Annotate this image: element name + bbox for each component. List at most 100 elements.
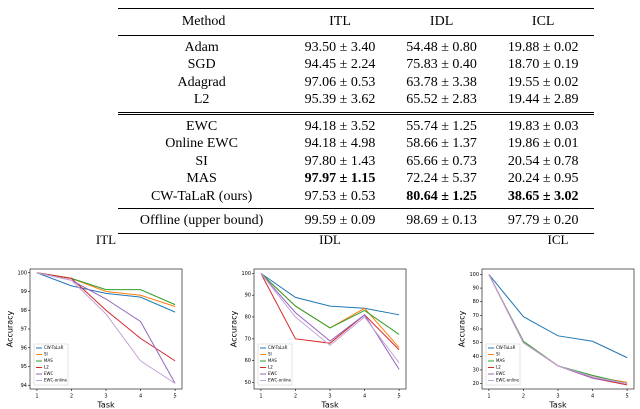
legend-label: L2 — [496, 365, 501, 370]
y-tick-label: 97 — [21, 327, 27, 333]
table-cell: Offline (upper bound) — [139, 213, 264, 228]
table-cell: Adagrad — [177, 74, 226, 90]
legend-label: CW-TaLaR — [496, 345, 516, 350]
table-row: Online EWC 94.18 ± 4.98 58.66 ± 1.37 19.86 … — [118, 135, 594, 153]
legend-label: EWC-online — [268, 378, 292, 383]
table-cell: 63.78 ± 3.38 — [406, 74, 477, 90]
table-cell: 94.45 ± 2.24 — [304, 57, 376, 72]
y-tick-label: 60 — [245, 358, 251, 364]
table-cell: L2 — [193, 92, 210, 107]
table-cell: 54.48 ± 0.80 — [406, 39, 477, 55]
table-cell: 38.65 ± 3.02 — [507, 188, 579, 204]
y-tick-label: 98 — [21, 308, 27, 314]
legend-label: L2 — [44, 365, 49, 370]
y-tick-label: 80 — [473, 299, 479, 305]
column-header: ICL — [531, 14, 555, 29]
x-tick-label: 4 — [591, 394, 594, 400]
legend-label: EWC — [268, 371, 277, 376]
table-row: Adam 93.50 ± 3.40 54.48 ± 0.80 19.88 ± 0.02 — [118, 35, 594, 56]
x-tick-label: 1 — [35, 394, 38, 400]
table-cell: 65.66 ± 0.73 — [406, 153, 477, 169]
table-cell: 94.18 ± 3.52 — [304, 118, 376, 134]
table-cell: 95.39 ± 3.62 — [304, 92, 376, 107]
column-header: Method — [181, 14, 226, 29]
table-cell: 94.18 ± 4.98 — [304, 136, 376, 151]
y-tick-label: 50 — [245, 380, 251, 386]
table-row: L2 95.39 ± 3.62 65.52 ± 2.83 19.44 ± 2.89 — [118, 91, 594, 113]
table-cell: 98.69 ± 0.13 — [406, 213, 477, 228]
table-cell: 80.64 ± 1.25 — [406, 188, 477, 204]
legend-label: MAS — [268, 358, 277, 363]
table-cell: 19.88 ± 0.02 — [507, 39, 579, 55]
legend-box — [485, 343, 521, 386]
legend-label: SI — [44, 352, 48, 357]
x-tick-label: 2 — [522, 394, 525, 400]
legend-label: SI — [268, 352, 272, 357]
y-axis-label: Accuracy — [458, 310, 467, 347]
legend-box — [257, 343, 293, 386]
legend-label: EWC — [44, 371, 53, 376]
x-tick-label: 5 — [397, 394, 400, 400]
table-cell: 72.24 ± 5.37 — [406, 171, 477, 186]
series-line — [260, 273, 400, 364]
legend-label: EWC — [496, 371, 505, 376]
series-line — [260, 273, 400, 335]
y-tick-label: 100 — [241, 271, 251, 277]
column-header: IDL — [429, 14, 454, 29]
chart-title: IDL — [319, 232, 341, 247]
table-row: MAS 97.97 ± 1.15 72.24 ± 5.37 20.24 ± 0.95 — [118, 170, 594, 188]
y-tick-label: 30 — [473, 367, 479, 373]
legend-label: EWC-online — [44, 378, 68, 383]
table-cell: 97.53 ± 0.53 — [304, 188, 376, 204]
series-line — [36, 272, 176, 384]
y-tick-label: 95 — [21, 364, 27, 370]
x-tick-label: 2 — [294, 394, 297, 400]
chart-title: ITL — [96, 232, 116, 247]
y-tick-label: 94 — [21, 383, 27, 389]
y-tick-label: 99 — [21, 289, 27, 295]
legend-label: MAS — [44, 358, 53, 363]
chart-title: ICL — [548, 232, 569, 247]
row-group: EWC 94.18 ± 3.52 55.74 ± 1.25 19.83 ± 0.03 O… — [118, 113, 594, 209]
table-cell: 19.86 ± 0.01 — [507, 136, 579, 151]
y-tick-label: 40 — [473, 354, 479, 360]
y-tick-label: 70 — [245, 336, 251, 342]
x-tick-label: 1 — [259, 394, 262, 400]
table-cell: 19.55 ± 0.02 — [507, 74, 579, 90]
legend-label: EWC-online — [496, 378, 520, 383]
table-cell: Online EWC — [165, 136, 238, 151]
legend-label: L2 — [268, 365, 273, 370]
table-cell: 97.79 ± 0.20 — [507, 213, 579, 228]
table-row: SI 97.80 ± 1.43 65.66 ± 0.73 20.54 ± 0.78 — [118, 153, 594, 171]
legend-label: CW-TaLaR — [268, 345, 288, 350]
table-row: Offline (upper bound) 99.59 ± 0.09 98.69 ±… — [118, 209, 594, 234]
table-cell: SGD — [187, 57, 216, 72]
x-tick-label: 5 — [625, 394, 628, 400]
y-axis-label: Accuracy — [6, 310, 15, 347]
table-cell: 19.44 ± 2.89 — [507, 92, 579, 107]
table-cell: 65.52 ± 2.83 — [406, 92, 477, 107]
y-tick-label: 96 — [21, 345, 27, 351]
table-cell: 19.83 ± 0.03 — [507, 118, 579, 134]
series-line — [488, 274, 628, 385]
table-cell: 97.06 ± 0.53 — [304, 74, 376, 90]
y-tick-label: 90 — [473, 286, 479, 292]
y-tick-label: 80 — [245, 315, 251, 321]
table-cell: 97.80 ± 1.43 — [304, 153, 376, 169]
y-tick-label: 100 — [469, 272, 479, 278]
table-cell: 97.97 ± 1.15 — [304, 171, 376, 186]
table-cell: Adam — [184, 39, 219, 55]
series-line — [36, 272, 176, 362]
x-tick-label: 4 — [363, 394, 366, 400]
x-tick-label: 4 — [139, 394, 142, 400]
legend-box — [33, 343, 69, 386]
table-cell: SI — [195, 153, 208, 169]
x-tick-label: 5 — [173, 394, 176, 400]
x-tick-label: 3 — [328, 394, 331, 400]
legend-label: CW-TaLaR — [44, 345, 64, 350]
y-axis-label: Accuracy — [230, 310, 239, 347]
table-row: SGD 94.45 ± 2.24 75.83 ± 0.40 18.70 ± 0.19 — [118, 56, 594, 74]
series-line — [260, 272, 400, 316]
table-cell: 93.50 ± 3.40 — [304, 39, 376, 55]
